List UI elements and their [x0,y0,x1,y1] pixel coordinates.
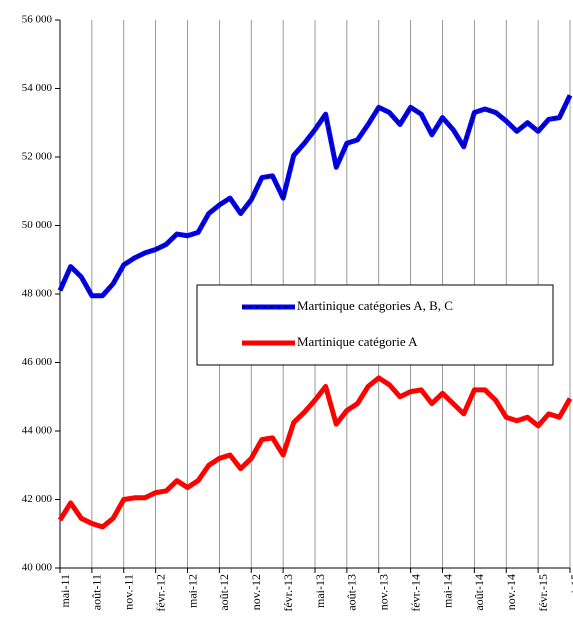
x-tick-label: août-13 [345,574,359,611]
legend-label: Martinique catégories A, B, C [297,298,453,313]
x-tick-label: mai-14 [440,574,454,608]
y-tick-label: 52 000 [22,151,53,163]
legend-label: Martinique catégorie A [297,334,418,349]
y-tick-label: 48 000 [22,288,53,300]
x-tick-label: nov.-11 [122,574,136,610]
x-tick-label: févr.-14 [408,574,422,612]
x-tick-label: mai-12 [185,574,199,608]
x-tick-label: août-11 [90,574,104,610]
y-tick-label: 40 000 [22,562,53,574]
x-tick-label: nov.-14 [504,574,518,610]
series-line [57,375,573,530]
x-tick-label: août-14 [472,574,486,611]
x-tick-label: mai-11 [58,574,72,608]
legend-box [196,284,554,366]
y-tick-label: 46 000 [22,356,53,368]
x-tick-label: mai-13 [313,574,327,608]
x-tick-label: mai-15 [568,574,573,608]
x-tick-label: août-12 [217,574,231,611]
x-tick-label: nov.-12 [249,574,263,610]
x-tick-label: nov.-13 [377,574,391,610]
x-tick-label: févr.-13 [281,574,295,612]
y-tick-label: 50 000 [22,219,53,231]
y-tick-label: 42 000 [22,493,53,505]
y-tick-label: 56 000 [22,14,53,26]
x-tick-label: févr.-15 [536,574,550,612]
y-tick-label: 54 000 [22,82,53,94]
series-line-dash [59,95,571,297]
y-tick-label: 44 000 [22,425,53,437]
x-tick-label: févr.-12 [153,574,167,612]
